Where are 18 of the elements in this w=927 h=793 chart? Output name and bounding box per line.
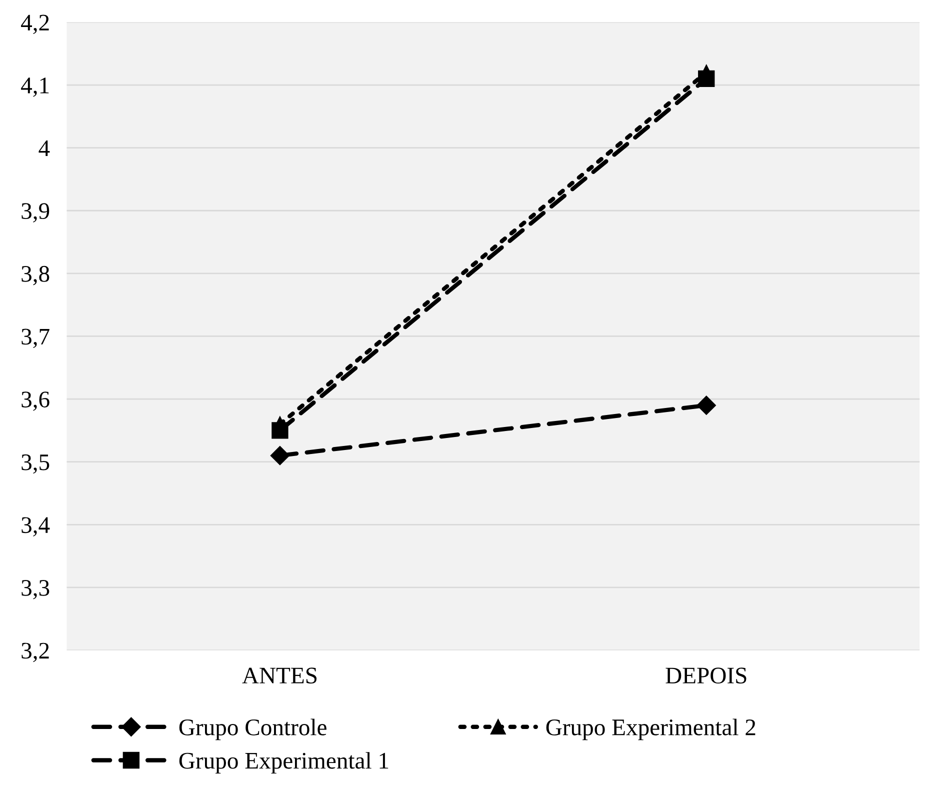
point (270, 446, 290, 466)
y-tick-label: 3,8 (22, 266, 50, 286)
y-tick-label: 4,1 (21, 78, 49, 97)
y-tick-label: 4,2 (21, 14, 49, 34)
point (696, 396, 716, 415)
legend-label: Grupo Experimental 2 (546, 718, 756, 740)
legend-label: Grupo Controle (179, 718, 326, 740)
legend-label: Grupo Experimental 1 (179, 752, 388, 774)
y-tick-label: 3,9 (22, 203, 50, 222)
y-tick-label: 3,3 (22, 580, 50, 600)
x-tick-label: DEPOIS (666, 668, 746, 684)
y-tick-label: 3,4 (22, 517, 50, 536)
y-tick-label: 3,5 (22, 454, 50, 474)
y-tick-label: 4 (38, 140, 50, 156)
y-tick-label: 3,6 (22, 392, 50, 411)
y-tick-label: 3,2 (22, 642, 49, 662)
x-tick-label: ANTES (242, 668, 317, 684)
y-tick-label: 3,7 (22, 328, 50, 348)
